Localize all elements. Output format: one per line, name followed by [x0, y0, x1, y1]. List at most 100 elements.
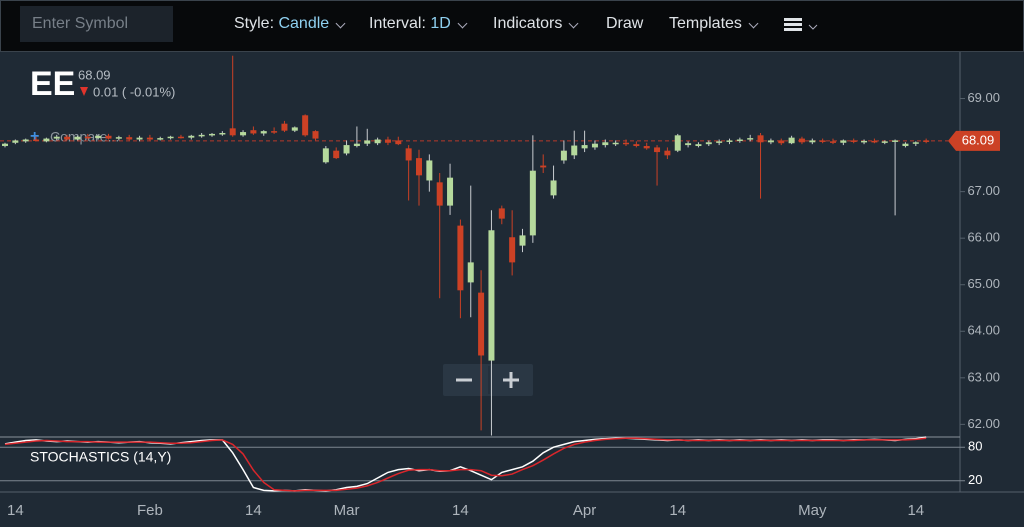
- price: 68.09: [78, 67, 111, 82]
- candle-body: [384, 139, 391, 143]
- draw: Draw: [606, 15, 644, 32]
- candle-body: [364, 140, 371, 144]
- candle-body: [457, 225, 464, 291]
- candle-body: [271, 131, 278, 133]
- toolbar: Enter Symbol Style: Candle Interval: 1D …: [0, 0, 1024, 52]
- candle-body: [64, 136, 71, 140]
- candle-body: [322, 148, 329, 163]
- candle-body: [705, 142, 712, 145]
- style-value: Candle: [278, 15, 330, 32]
- templates-menu[interactable]: Templates: [669, 15, 759, 33]
- menu-button[interactable]: [784, 13, 820, 40]
- y-tick-label: 69.00: [967, 90, 1000, 105]
- candle-body: [685, 143, 692, 146]
- candle-body: [861, 140, 868, 143]
- style-label: Style:: [234, 15, 275, 32]
- candle-body: [767, 140, 774, 143]
- candle-body: [498, 208, 505, 219]
- candle-body: [850, 140, 857, 142]
- candle-body: [478, 292, 485, 356]
- candle-body: [581, 145, 588, 149]
- candle-body: [250, 130, 257, 134]
- x-tick-label: 14: [245, 502, 262, 519]
- down-arrow: [80, 87, 88, 96]
- candle-body: [436, 182, 443, 206]
- candle-body: [509, 237, 516, 263]
- candle-body: [343, 145, 350, 154]
- candle-body: [291, 127, 298, 131]
- y-tick-label: 80: [968, 439, 982, 454]
- candle-body: [115, 137, 122, 139]
- y-tick-label: 62.00: [967, 416, 1000, 431]
- candle-body: [302, 115, 309, 136]
- candle-body: [467, 262, 474, 283]
- symbol-input[interactable]: Enter Symbol: [20, 6, 173, 42]
- candle-body: [84, 136, 91, 139]
- candle-body: [643, 146, 650, 149]
- candle-body: [747, 138, 754, 140]
- candle-body: [778, 140, 785, 144]
- candle-body: [167, 136, 174, 139]
- candle-body: [177, 136, 184, 139]
- candle-body: [798, 138, 805, 143]
- candle-body: [695, 144, 702, 147]
- candle-body: [281, 123, 288, 131]
- interval-menu[interactable]: Interval: 1D: [369, 15, 468, 33]
- candle-body: [519, 235, 526, 246]
- candle-body: [229, 128, 236, 136]
- y-tick-label: 20: [968, 472, 982, 487]
- y-tick-label: 67.00: [967, 183, 1000, 198]
- candle-body: [33, 139, 40, 142]
- candle-body: [2, 143, 8, 147]
- candle-body: [840, 140, 847, 143]
- candle-body: [209, 133, 215, 136]
- last-price-label: 68.09: [962, 132, 995, 147]
- candle-body: [540, 165, 547, 168]
- y-tick-label: 64.00: [967, 323, 1000, 338]
- candle-body: [12, 140, 19, 143]
- candle-body: [416, 158, 422, 176]
- stoch-line: [4, 437, 927, 492]
- candle-body: [198, 134, 205, 137]
- indicators: Indicators: [493, 15, 563, 32]
- x-tick-label: 14: [907, 502, 924, 519]
- candle-body: [53, 136, 60, 139]
- candle-body: [105, 135, 112, 139]
- candle-body: [809, 140, 816, 143]
- candle-body: [312, 131, 319, 139]
- x-tick-label: May: [798, 502, 827, 519]
- candle-body: [788, 137, 795, 144]
- candle-body: [571, 145, 578, 156]
- candle-body: [447, 177, 454, 206]
- candle-body: [136, 137, 143, 140]
- candle-body: [736, 139, 743, 142]
- candle-body: [716, 141, 723, 143]
- change: 0.01 ( -0.01%): [93, 84, 175, 99]
- candle-body: [633, 144, 640, 147]
- x-tick-label: 14: [669, 502, 686, 519]
- candle-body: [892, 140, 899, 142]
- candle-body: [923, 140, 930, 142]
- candle-body: [374, 139, 381, 144]
- indicators-menu[interactable]: Indicators: [493, 15, 579, 33]
- candle-body: [426, 160, 433, 181]
- draw-menu[interactable]: Draw: [606, 15, 643, 33]
- candle-body: [602, 142, 609, 146]
- candle-body: [881, 141, 888, 143]
- candle-body: [240, 132, 247, 136]
- candle-body: [757, 135, 764, 143]
- candle-body: [902, 143, 909, 147]
- candle-body: [726, 140, 733, 142]
- last-price-tag: [948, 130, 1000, 151]
- compare-plus[interactable]: +: [30, 128, 39, 145]
- candle-body: [353, 143, 360, 147]
- candle-body: [260, 131, 267, 134]
- candle-body: [550, 180, 557, 196]
- candle-body: [395, 140, 402, 145]
- style-menu[interactable]: Style: Candle: [234, 15, 346, 33]
- candle-body: [188, 135, 195, 138]
- candle-body: [95, 135, 102, 139]
- candle-body: [405, 148, 412, 161]
